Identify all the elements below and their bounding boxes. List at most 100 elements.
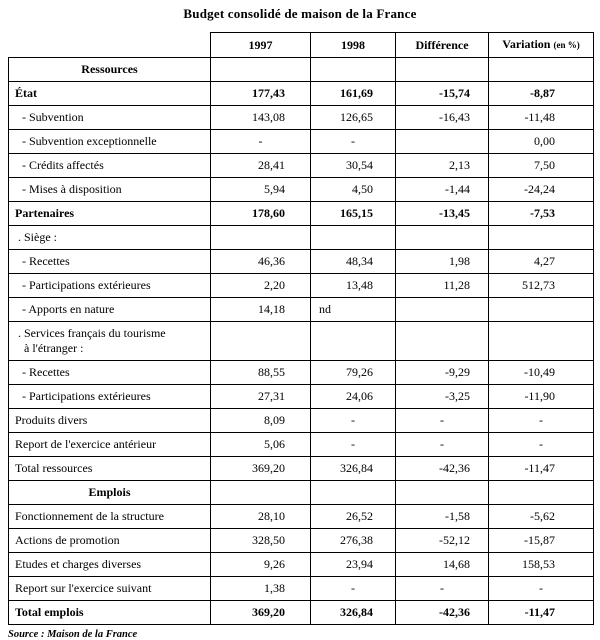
value-cell xyxy=(310,480,396,505)
value-cell: 27,31 xyxy=(210,384,311,409)
value-cell xyxy=(395,225,489,250)
row-label: Actions de promotion xyxy=(8,528,211,553)
value-cell xyxy=(310,321,396,361)
row-label: - Mises à disposition xyxy=(8,177,211,202)
value-cell: - xyxy=(395,408,489,433)
row-label: - Recettes xyxy=(8,249,211,274)
value-cell: 2,20 xyxy=(210,273,311,298)
value-cell xyxy=(488,321,594,361)
table-row: Report sur l'exercice suivant 1,38- - - xyxy=(8,576,594,601)
value-cell xyxy=(210,480,311,505)
table-row: Produits divers 8,09- - - xyxy=(8,408,594,433)
value-cell: 28,10 xyxy=(210,504,311,529)
value-cell xyxy=(395,297,489,322)
value-cell xyxy=(395,57,489,82)
value-cell: 326,84 xyxy=(310,600,396,625)
value-cell: 326,84 xyxy=(310,456,396,481)
table-row: - Mises à disposition 5,94 4,50 -1,44 -24,24 xyxy=(8,177,594,202)
table-row: Fonctionnement de la structure 28,10 26,52… xyxy=(8,504,594,529)
table-row: - Apports en nature 14,18 nd xyxy=(8,297,594,322)
table-row: Emplois xyxy=(8,480,594,505)
table-row: État 177,43 161,69 -15,74 -8,87 xyxy=(8,81,594,106)
value-cell: 14,68 xyxy=(395,552,489,577)
table-row: Total ressources 369,20 326,84 -42,36 -11,47 xyxy=(8,456,594,481)
value-cell: -1,44 xyxy=(395,177,489,202)
value-cell: -1,58 xyxy=(395,504,489,529)
table-row: Etudes et charges diverses 9,26 23,94 14,68… xyxy=(8,552,594,577)
value-cell: - xyxy=(488,408,594,433)
table-row: Ressources xyxy=(8,57,594,82)
row-label: - Recettes xyxy=(8,360,211,385)
value-cell: 8,09 xyxy=(210,408,311,433)
value-cell: - xyxy=(395,576,489,601)
value-cell xyxy=(210,225,311,250)
row-label: - Subvention xyxy=(8,105,211,130)
value-cell: 369,20 xyxy=(210,456,311,481)
value-cell: 11,28 xyxy=(395,273,489,298)
value-cell: 30,54 xyxy=(310,153,396,178)
value-cell: 143,08 xyxy=(210,105,311,130)
row-label: Report de l'exercice antérieur xyxy=(8,432,211,457)
value-cell: -10,49 xyxy=(488,360,594,385)
value-cell: -52,12 xyxy=(395,528,489,553)
value-cell: 177,43 xyxy=(210,81,311,106)
value-cell: 5,94 xyxy=(210,177,311,202)
value-cell: 48,34 xyxy=(310,249,396,274)
value-cell: 9,26 xyxy=(210,552,311,577)
table-row: - Recettes 88,55 79,26 -9,29 -10,49 xyxy=(8,360,594,385)
corner-cell xyxy=(9,33,211,58)
value-cell: - xyxy=(488,576,594,601)
table-row: Total emplois 369,20 326,84 -42,36 -11,47 xyxy=(8,600,594,625)
row-label: Partenaires xyxy=(8,201,211,226)
col-header-1998: 1998 xyxy=(310,32,396,58)
table-body: Ressources État 177,43 161,69 -15,74 -8,87- S… xyxy=(8,57,594,625)
value-cell: -9,29 xyxy=(395,360,489,385)
budget-table: 1997 1998 Différence Variation (en %) Re… xyxy=(8,32,594,625)
value-cell: 28,41 xyxy=(210,153,311,178)
variation-label: Variation xyxy=(502,37,551,51)
header-row: 1997 1998 Différence Variation (en %) xyxy=(9,32,594,58)
value-cell: - xyxy=(395,432,489,457)
value-cell: 4,50 xyxy=(310,177,396,202)
col-header-variation: Variation (en %) xyxy=(488,32,594,58)
value-cell: -42,36 xyxy=(395,600,489,625)
table-row: . Services français du tourisme à l'étra… xyxy=(8,321,594,361)
row-label: - Apports en nature xyxy=(8,297,211,322)
value-cell xyxy=(488,225,594,250)
value-cell: 4,27 xyxy=(488,249,594,274)
row-label: . Siège : xyxy=(8,225,211,250)
value-cell: 79,26 xyxy=(310,360,396,385)
page-title: Budget consolidé de maison de la France xyxy=(183,6,417,21)
col-header-difference: Différence xyxy=(395,32,489,58)
table-row: - Recettes 46,36 48,34 1,98 4,27 xyxy=(8,249,594,274)
value-cell: -11,90 xyxy=(488,384,594,409)
col-header-1997: 1997 xyxy=(210,32,311,58)
value-cell: 328,50 xyxy=(210,528,311,553)
value-cell: 7,50 xyxy=(488,153,594,178)
value-cell: 88,55 xyxy=(210,360,311,385)
value-cell: -11,47 xyxy=(488,456,594,481)
value-cell: 46,36 xyxy=(210,249,311,274)
row-label: Ressources xyxy=(8,57,211,82)
value-cell xyxy=(488,57,594,82)
value-cell: - xyxy=(488,432,594,457)
value-cell: 2,13 xyxy=(395,153,489,178)
value-cell: 23,94 xyxy=(310,552,396,577)
table-row: Actions de promotion 328,50 276,38 -52,12 -1… xyxy=(8,528,594,553)
value-cell: - xyxy=(310,408,396,433)
value-cell: -16,43 xyxy=(395,105,489,130)
value-cell: -5,62 xyxy=(488,504,594,529)
table-row: Partenaires 178,60 165,15 -13,45 -7,53 xyxy=(8,201,594,226)
value-cell: 512,73 xyxy=(488,273,594,298)
row-label: - Participations extérieures xyxy=(8,384,211,409)
row-label: - Subvention exceptionnelle xyxy=(8,129,211,154)
value-cell: 1,98 xyxy=(395,249,489,274)
value-cell: 0,00 xyxy=(488,129,594,154)
value-cell: 158,53 xyxy=(488,552,594,577)
value-cell: nd xyxy=(310,297,396,322)
source-note: Source : Maison de la France xyxy=(8,629,138,640)
value-cell: -42,36 xyxy=(395,456,489,481)
value-cell: 13,48 xyxy=(310,273,396,298)
value-cell: - xyxy=(310,432,396,457)
